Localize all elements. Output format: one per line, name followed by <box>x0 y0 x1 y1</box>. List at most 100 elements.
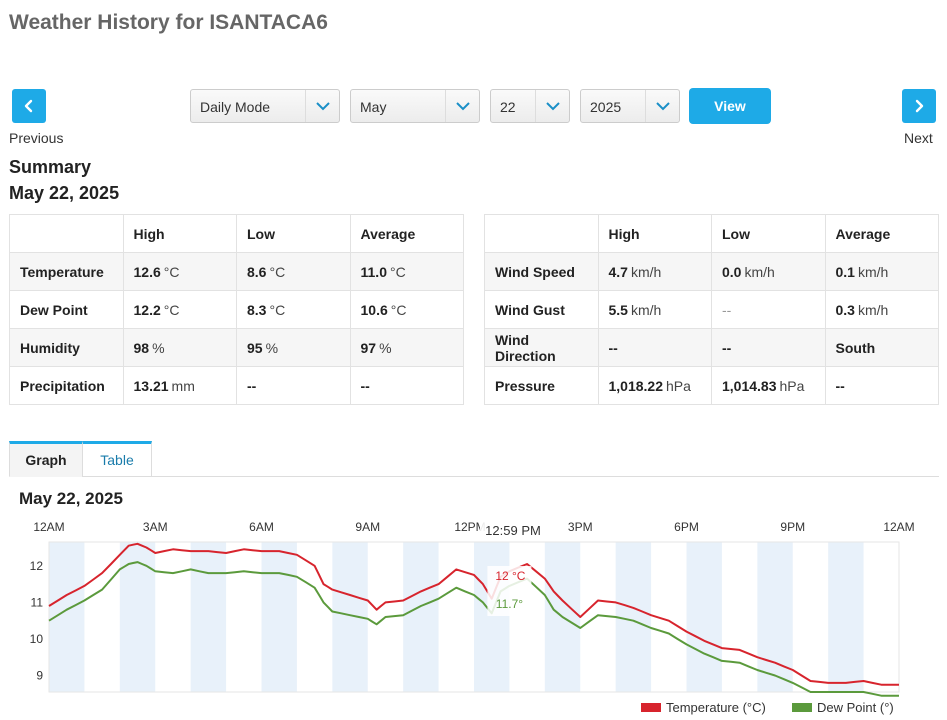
graph-date: May 22, 2025 <box>19 489 123 508</box>
unit: °C <box>389 263 406 280</box>
table-row: Temperature 12.6 °C 8.6 °C 11.0 °C <box>9 252 464 291</box>
unit: % <box>152 339 165 356</box>
value: 12.2 <box>133 301 161 318</box>
next-button[interactable] <box>902 89 936 123</box>
column-header <box>484 214 599 253</box>
chevron-down-icon <box>445 90 479 122</box>
value: 8.3 <box>247 301 267 318</box>
cell-high: 1,018.22 hPa <box>597 366 712 405</box>
value: South <box>835 339 876 356</box>
tooltip-values-bg <box>487 566 532 616</box>
summary-table-weather: High Low Average Temperature 12.6 °C 8.6 °C 11.0… <box>9 214 464 405</box>
legend-temperature[interactable]: Temperature (°C) <box>641 700 766 715</box>
unit: °C <box>163 301 180 318</box>
x-tick-label: 9AM <box>355 520 380 534</box>
year-select-value: 2025 <box>590 99 622 115</box>
month-select-value: May <box>360 99 387 115</box>
cell-high: 5.5 km/h <box>597 290 712 329</box>
cell-low: 8.3 °C <box>236 290 351 329</box>
table-row: Pressure 1,018.22 hPa 1,014.83 hPa -- <box>484 366 939 405</box>
hour-band <box>828 542 864 692</box>
value: 12.6 <box>133 263 161 280</box>
cell-low: 1,014.83 hPa <box>711 366 826 405</box>
value: -- <box>247 377 257 394</box>
chevron-right-icon <box>915 99 924 113</box>
column-header: High <box>122 214 237 253</box>
row-label: Dew Point <box>9 290 124 329</box>
tooltip-time-bg <box>480 521 546 540</box>
row-label: Wind Direction <box>484 328 599 367</box>
cell-low: 8.6 °C <box>236 252 351 291</box>
previous-button[interactable] <box>12 89 46 123</box>
mode-select[interactable]: Daily Mode <box>190 89 340 123</box>
page-title: Weather History for ISANTACA6 <box>9 11 328 34</box>
row-label: Wind Speed <box>484 252 599 291</box>
value: -- <box>360 377 370 394</box>
cell-avg: 97% <box>349 328 464 367</box>
next-label[interactable]: Next <box>904 130 933 146</box>
row-label: Humidity <box>9 328 124 367</box>
unit: km/h <box>744 263 775 280</box>
cell-high: 12.6 °C <box>122 252 237 291</box>
x-tick-label: 3AM <box>143 520 168 534</box>
hour-band <box>403 542 439 692</box>
row-label: Pressure <box>484 366 599 405</box>
tabs-divider <box>9 476 939 477</box>
hour-band <box>190 542 227 692</box>
x-tick-label: 6AM <box>249 520 274 534</box>
column-header: Average <box>824 214 939 253</box>
unit: % <box>265 339 279 356</box>
value: -- <box>722 301 732 318</box>
plot-frame <box>48 541 900 693</box>
day-select[interactable]: 22 <box>490 89 570 123</box>
tab-graph[interactable]: Graph <box>9 441 83 477</box>
y-tick-label: 11 <box>31 595 44 609</box>
row-label: Precipitation <box>9 366 124 405</box>
chevron-left-icon <box>24 99 33 113</box>
x-tick-label: 12AM <box>33 520 64 534</box>
cell-low: 0.0 km/h <box>711 252 826 291</box>
cell-low: -- <box>236 366 351 405</box>
hour-band <box>686 542 722 692</box>
month-select[interactable]: May <box>350 89 480 123</box>
legend-swatch <box>792 703 812 712</box>
value: 5.5 <box>608 301 628 318</box>
value: -- <box>835 377 845 394</box>
previous-label[interactable]: Previous <box>9 130 64 146</box>
column-header: Low <box>236 214 351 253</box>
hour-band <box>615 542 652 692</box>
tab-table[interactable]: Table <box>82 441 152 477</box>
value: -- <box>608 339 618 356</box>
value: -- <box>722 339 732 356</box>
view-button[interactable]: View <box>689 88 771 124</box>
tooltip-time: 12:59 PM <box>485 523 541 538</box>
legend-swatch <box>641 703 661 712</box>
value: 98 <box>133 339 150 356</box>
cell-avg: 10.6 °C <box>349 290 464 329</box>
column-header <box>9 214 124 253</box>
unit: km/h <box>630 263 662 280</box>
cell-avg: 11.0 °C <box>349 252 464 291</box>
unit: % <box>379 339 392 356</box>
summary-date: May 22, 2025 <box>9 183 120 203</box>
unit: hPa <box>779 377 805 394</box>
cell-avg: 0.1 km/h <box>824 252 939 291</box>
year-select[interactable]: 2025 <box>580 89 680 123</box>
value: 10.6 <box>360 301 388 318</box>
legend-label: Temperature (°C) <box>666 700 766 715</box>
summary-title: Summary <box>9 157 92 177</box>
cell-low: 95% <box>236 328 351 367</box>
value: 0.0 <box>722 263 742 280</box>
y-tick-label: 12 <box>30 559 44 573</box>
cell-low: -- <box>711 328 826 367</box>
summary-table-wind-pressure: High Low Average Wind Speed 4.7 km/h 0.0 km/h 0.… <box>484 214 939 405</box>
cell-low: -- <box>711 290 826 329</box>
table-row: Wind Gust 5.5 km/h -- 0.3 km/h <box>484 290 939 329</box>
value: 8.6 <box>247 263 267 280</box>
dew-point-line <box>48 561 899 697</box>
x-tick-label: 6PM <box>674 520 699 534</box>
temperature-line <box>48 542 899 686</box>
mode-select-value: Daily Mode <box>200 99 271 115</box>
legend-dew-point[interactable]: Dew Point (°) <box>792 700 894 715</box>
column-header: Average <box>349 214 464 253</box>
